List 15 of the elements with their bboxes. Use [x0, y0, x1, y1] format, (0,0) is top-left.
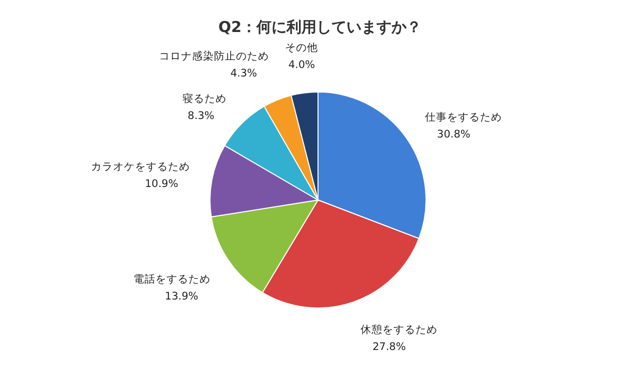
data-label: 13.9% [164, 290, 198, 303]
slice-label: 仕事をするため [425, 110, 502, 124]
data-label: 4.3% [230, 68, 258, 80]
slice-label: 寝るため [182, 92, 226, 105]
data-label: 27.8% [372, 340, 406, 353]
data-label: 4.0% [288, 59, 316, 72]
slice-label: コロナ感染防止のため [159, 50, 270, 63]
data-label: 10.9% [144, 178, 178, 190]
slice-label: カラオケをするため [91, 161, 190, 174]
data-label: 30.8% [437, 128, 470, 140]
slice-label: 休憩をするため [360, 322, 438, 336]
data-label: 8.3% [188, 110, 214, 122]
chart-title: Q2：何に利用していますか？ [218, 18, 422, 36]
slice-label: 電話をするため [133, 272, 210, 286]
slice-label: その他 [285, 42, 318, 54]
